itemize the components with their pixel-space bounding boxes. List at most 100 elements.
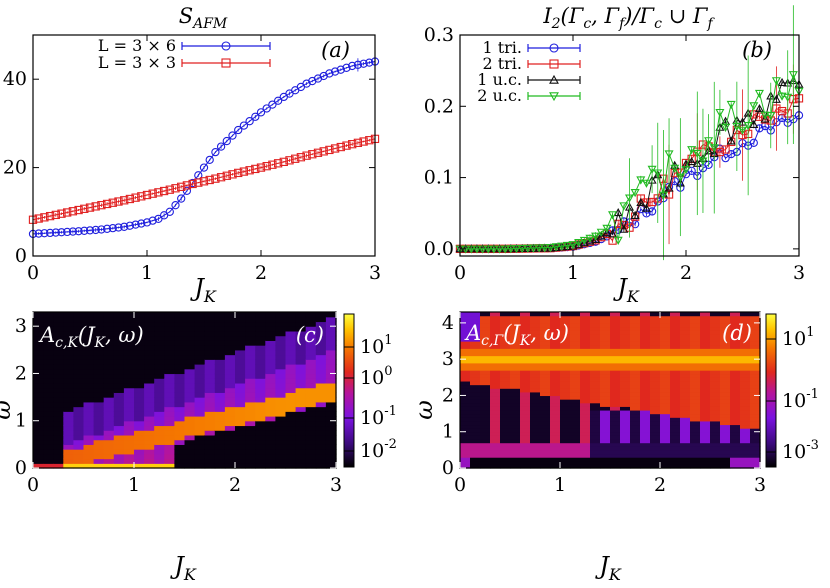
heatmap-cell xyxy=(275,425,287,431)
heatmap-cell xyxy=(63,335,74,341)
heatmap-cell xyxy=(540,355,551,360)
heatmap-cell xyxy=(235,444,246,450)
heatmap-cell xyxy=(750,384,761,389)
heatmap-cell xyxy=(750,330,761,335)
data-point xyxy=(737,126,748,135)
heatmap-cell xyxy=(530,326,541,331)
heatmap-cell xyxy=(204,397,216,403)
heatmap-cell xyxy=(660,402,671,407)
heatmap-cell xyxy=(510,435,521,440)
heatmap-cell xyxy=(470,413,481,418)
heatmap-cell xyxy=(740,319,751,324)
heatmap-cell xyxy=(265,364,276,370)
heatmap-cell xyxy=(750,337,761,342)
heatmap-cell xyxy=(134,340,145,346)
data-point xyxy=(591,232,601,241)
heatmap-cell xyxy=(580,391,591,397)
heatmap-cell xyxy=(194,420,206,427)
heatmap-cell xyxy=(670,453,681,458)
heatmap-cell xyxy=(53,392,64,398)
heatmap-cell xyxy=(500,431,511,436)
heatmap-cell xyxy=(43,463,54,469)
heatmap-cell xyxy=(510,370,521,375)
heatmap-cell xyxy=(720,322,731,328)
heatmap-cell xyxy=(194,368,206,375)
heatmap-cell xyxy=(750,424,761,429)
heatmap-cell xyxy=(184,359,196,365)
heatmap-cell xyxy=(164,368,175,375)
data-point xyxy=(619,224,629,233)
heatmap-cell xyxy=(154,439,165,445)
heatmap-cell xyxy=(164,330,175,337)
heatmap-cell xyxy=(680,406,691,411)
heatmap-cell xyxy=(154,368,165,375)
heatmap-cell xyxy=(550,341,561,346)
heatmap-cell xyxy=(470,337,481,342)
heatmap-cell xyxy=(53,406,64,412)
heatmap-cell xyxy=(224,463,236,469)
heatmap-cell xyxy=(144,359,155,365)
heatmap-cell xyxy=(103,312,115,318)
heatmap-cell xyxy=(73,340,85,346)
heatmap-cell xyxy=(580,395,591,400)
heatmap-cell xyxy=(490,457,501,462)
heatmap-cell xyxy=(184,420,196,427)
heatmap-cell xyxy=(164,340,175,346)
heatmap-cell xyxy=(224,434,236,441)
heatmap-cell xyxy=(245,349,256,356)
heatmap-cell xyxy=(490,370,501,375)
heatmap-cell xyxy=(680,438,691,444)
heatmap-cell xyxy=(255,345,266,351)
heatmap-cell xyxy=(690,326,701,331)
heatmap-cell xyxy=(83,373,95,379)
heatmap-cell xyxy=(730,348,741,353)
heatmap-cell xyxy=(550,388,561,393)
heatmap-cell xyxy=(275,312,287,318)
heatmap-cell xyxy=(680,312,691,317)
heatmap-cell xyxy=(325,416,337,422)
heatmap-cell xyxy=(660,351,671,357)
heatmap-cell xyxy=(560,315,571,320)
data-point xyxy=(245,117,254,126)
heatmap-cell xyxy=(530,406,541,411)
heatmap-cell xyxy=(590,344,601,349)
heatmap-cell xyxy=(520,420,531,426)
heatmap-cell xyxy=(750,366,761,371)
heatmap-cell xyxy=(73,359,85,365)
heatmap-cell xyxy=(214,326,226,332)
heatmap-cell xyxy=(620,312,631,317)
heatmap-cell xyxy=(590,312,601,317)
heatmap-cell xyxy=(295,340,307,346)
heatmap-cell xyxy=(540,460,551,465)
heatmap-cell xyxy=(560,460,571,465)
heatmap-cell xyxy=(204,449,216,455)
heatmap-cell xyxy=(490,337,501,342)
heatmap-cell xyxy=(570,431,581,436)
heatmap-cell xyxy=(550,351,561,357)
heatmap-cell xyxy=(550,464,561,469)
heatmap-cell xyxy=(510,424,521,429)
heatmap-cell xyxy=(560,399,571,404)
heatmap-cell xyxy=(285,406,297,412)
heatmap-cell xyxy=(154,387,165,393)
panel-b-ytick-label: 0.2 xyxy=(424,95,454,117)
heatmap-cell xyxy=(470,351,481,357)
heatmap-cell xyxy=(470,457,481,462)
heatmap-cell xyxy=(83,382,95,389)
heatmap-cell xyxy=(305,449,317,455)
heatmap-cell xyxy=(580,464,591,469)
heatmap-cell xyxy=(620,438,631,444)
heatmap-cell xyxy=(33,330,44,337)
heatmap-cell xyxy=(460,359,471,364)
heatmap-cell xyxy=(224,368,236,375)
heatmap-cell xyxy=(325,373,337,379)
heatmap-cell xyxy=(123,397,135,403)
heatmap-cell xyxy=(33,411,44,417)
heatmap-cell xyxy=(650,384,661,389)
heatmap-cell xyxy=(640,370,651,375)
heatmap-cell xyxy=(184,406,196,412)
heatmap-cell xyxy=(295,382,307,389)
heatmap-cell xyxy=(164,354,175,360)
data-point xyxy=(760,114,770,123)
